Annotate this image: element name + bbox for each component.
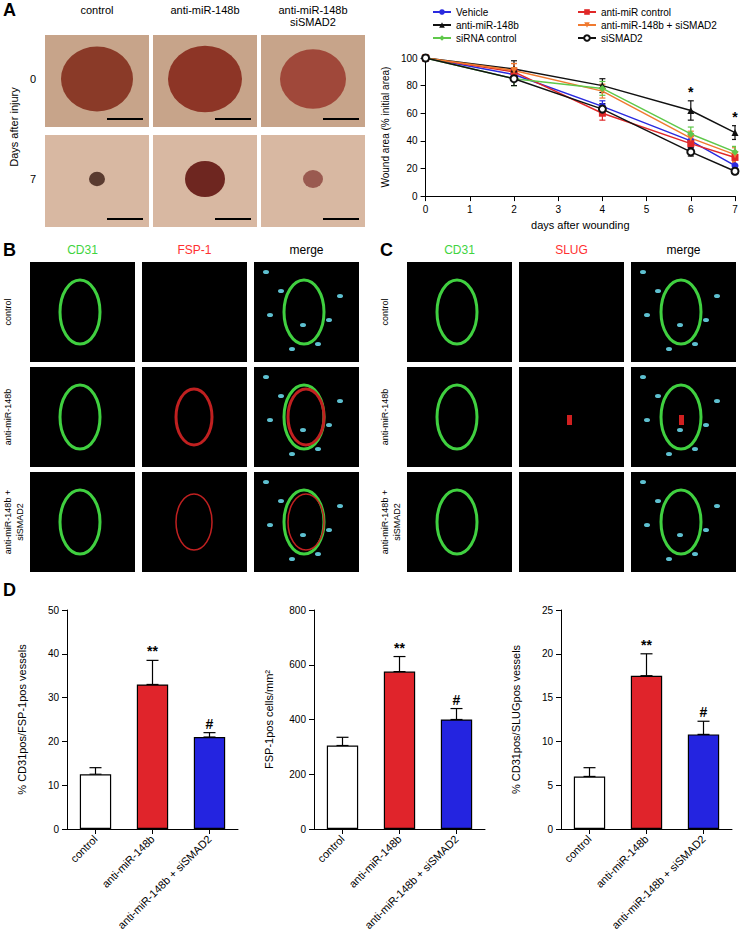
svg-text:anti-miR-148b + siSMAD2: anti-miR-148b + siSMAD2 [115,833,213,931]
svg-text:*: * [732,109,738,125]
svg-text:4: 4 [600,204,606,215]
html-text:merge: merge [666,243,701,257]
html-text:7: 7 [29,173,37,185]
svg-text:200: 200 [289,769,306,780]
svg-text:#: # [206,716,214,732]
svg-text:control: control [562,833,594,865]
svg-text:10: 10 [542,736,554,747]
html-text:anti-miR-148b: anti-miR-148b [170,4,240,16]
svg-text:30: 30 [48,692,60,703]
svg-text:80: 80 [406,80,418,91]
svg-text:15: 15 [542,692,554,703]
html-text:CD31: CD31 [67,243,98,257]
svg-text:5: 5 [547,780,553,791]
svg-text:0: 0 [547,824,553,835]
svg-text:20: 20 [48,736,60,747]
svg-text:anti-miR-148b + siSMAD2: anti-miR-148b + siSMAD2 [609,833,707,931]
svg-text:FSP-1pos cells/mm²: FSP-1pos cells/mm² [263,670,275,769]
svg-text:100: 100 [401,53,418,64]
svg-text:**: ** [394,640,405,656]
svg-text:anti-miR-148b: anti-miR-148b [456,20,519,31]
svg-text:800: 800 [289,605,306,616]
svg-text:60: 60 [406,108,418,119]
svg-text:anti-miR-148b: anti-miR-148b [346,833,403,890]
svg-text:25: 25 [542,605,554,616]
html-text:merge: merge [289,243,324,257]
svg-text:400: 400 [289,714,306,725]
html-text:anti-miR-148b siSMAD2: anti-miR-148b siSMAD2 [278,4,348,28]
svg-text:#: # [453,692,461,708]
svg-text:50: 50 [48,605,60,616]
html-text:anti-miR-148b: anti-miR-148b [3,388,13,446]
html-text:Days after injury: Days after injury [8,87,20,167]
svg-text:3: 3 [555,204,561,215]
svg-text:anti-miR control: anti-miR control [601,7,671,18]
svg-text:40: 40 [48,648,60,659]
svg-text:*: * [688,84,694,100]
html-text:D: D [3,580,16,600]
html-text:A: A [3,0,16,20]
svg-text:2: 2 [511,204,517,215]
svg-text:siSMAD2: siSMAD2 [601,33,643,44]
svg-text:anti-miR-148b + siSMAD2: anti-miR-148b + siSMAD2 [362,833,460,931]
svg-text:7: 7 [732,204,738,215]
svg-text:40: 40 [406,135,418,146]
svg-text:0: 0 [300,824,306,835]
svg-text:% CD31pos/FSP-1pos vessels: % CD31pos/FSP-1pos vessels [16,644,28,795]
svg-text:5: 5 [644,204,650,215]
svg-text:20: 20 [406,163,418,174]
svg-text:% CD31pos/SLUGpos vessels: % CD31pos/SLUGpos vessels [510,644,522,794]
html-text:anti-miR-148b: anti-miR-148b [380,388,390,446]
svg-text:0: 0 [53,824,59,835]
svg-text:0: 0 [423,204,429,215]
svg-text:6: 6 [688,204,694,215]
html-text:control: control [380,298,390,326]
svg-text:0: 0 [412,191,418,202]
html-text:B: B [3,240,16,260]
html-text:SLUG: SLUG [555,243,588,257]
svg-text:**: ** [147,643,158,659]
html-text:C: C [380,240,393,260]
html-text:anti-miR-148b + siSMAD2: anti-miR-148b + siSMAD2 [380,489,402,555]
html-text:CD31: CD31 [444,243,475,257]
svg-text:Wound area (% initial area): Wound area (% initial area) [380,67,391,188]
svg-text:control: control [68,833,100,865]
svg-text:control: control [315,833,347,865]
svg-text:10: 10 [48,780,60,791]
html-text:anti-miR-148b + siSMAD2: anti-miR-148b + siSMAD2 [3,489,25,555]
svg-text:Vehicle: Vehicle [456,7,489,18]
svg-text:anti-miR-148b: anti-miR-148b [99,833,156,890]
html-text:control: control [80,4,114,16]
svg-text:**: ** [641,637,652,653]
html-text:FSP-1: FSP-1 [177,243,212,257]
svg-text:days after wounding: days after wounding [531,219,629,231]
svg-text:20: 20 [542,648,554,659]
svg-text:1: 1 [467,204,473,215]
svg-text:600: 600 [289,659,306,670]
html-text:0: 0 [29,73,37,85]
svg-text:siRNA control: siRNA control [456,33,517,44]
html-text:control: control [3,298,13,326]
svg-text:anti-miR-148b: anti-miR-148b [593,833,650,890]
svg-text:anti-miR-148b + siSMAD2: anti-miR-148b + siSMAD2 [601,20,717,31]
svg-text:#: # [700,704,708,720]
